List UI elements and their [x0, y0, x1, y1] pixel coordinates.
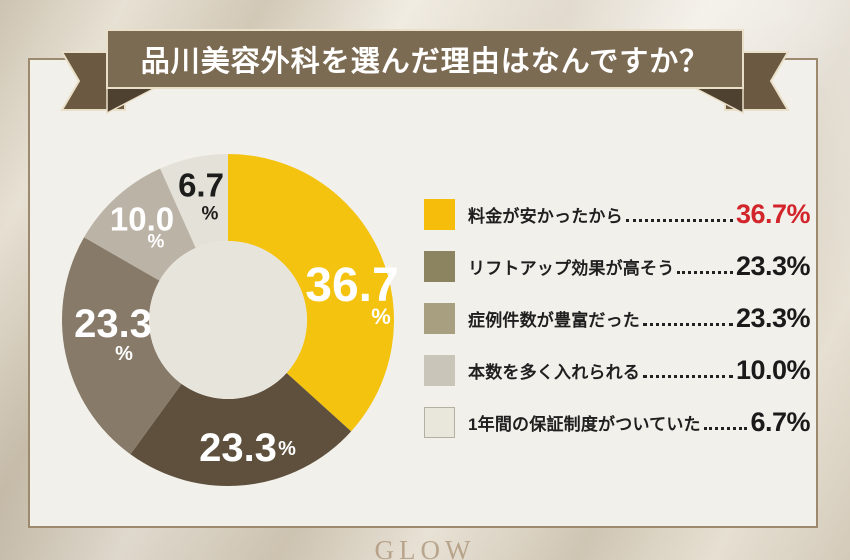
donut-segment-4: [160, 154, 228, 248]
legend-row-0: 料金が安かったから 36.7%: [424, 188, 811, 240]
legend-swatch-1: [424, 250, 455, 282]
legend-row-2: 症例件数が豊富だった 23.3%: [424, 292, 811, 344]
legend: 料金が安かったから 36.7% リフトアップ効果が高そう 23.3% 症例件数が豊富だっ…: [424, 188, 811, 448]
legend-swatch-3: [424, 354, 455, 386]
ribbon-banner: [106, 29, 744, 89]
legend-label-4: 1年間の保証制度がついていた: [468, 414, 701, 434]
legend-leader-dots-1: [677, 258, 733, 274]
legend-value-4: 6.7%: [750, 406, 810, 437]
donut-value-label-4: 6.7: [178, 166, 224, 204]
legend-value-3: 10.0%: [735, 354, 811, 385]
page-title: 品川美容外科を選んだ理由はなんですか？: [140, 46, 710, 78]
donut-unit-label-4: %: [201, 203, 219, 225]
title-ribbon: [60, 29, 790, 115]
donut-segment-1: [130, 372, 352, 486]
donut-segment-2: [62, 237, 182, 455]
donut-value-label-2: 23.3: [74, 302, 152, 346]
legend-leader-dots-0: [625, 206, 733, 222]
donut-unit-label-2: %: [115, 343, 133, 365]
donut-unit-label-1: %: [278, 438, 296, 460]
donut-unit-label-0: %: [371, 304, 391, 329]
legend-value-0: 36.7%: [735, 198, 811, 229]
legend-leader-dots-4: [703, 414, 748, 430]
legend-swatch-0: [424, 198, 455, 230]
donut-unit-label-3: %: [147, 231, 165, 253]
legend-value-2: 23.3%: [735, 302, 811, 333]
legend-leader-dots-2: [643, 310, 733, 326]
donut-svg: [62, 154, 394, 486]
donut-segment-3: [84, 168, 196, 281]
legend-label-0: 料金が安かったから: [468, 206, 623, 226]
legend-leader-dots-3: [643, 362, 733, 378]
legend-label-1: リフトアップ効果が高そう: [468, 258, 675, 278]
donut-chart: 36.7% 23.3% 23.3% 10.0% 6.7%: [53, 145, 403, 495]
donut-value-label-0: 36.7: [305, 259, 399, 312]
ribbon-fold-left: [106, 87, 156, 115]
donut-segment-0: [228, 154, 394, 432]
legend-row-4: 1年間の保証制度がついていた 6.7%: [424, 396, 810, 448]
legend-swatch-4: [424, 406, 455, 438]
legend-row-1: リフトアップ効果が高そう 23.3%: [424, 240, 811, 292]
legend-label-2: 症例件数が豊富だった: [468, 310, 640, 330]
legend-swatch-2: [424, 302, 455, 334]
brand-watermark: GLOW: [374, 535, 476, 560]
donut-value-label-1: 23.3: [199, 426, 277, 470]
donut-value-label-3: 10.0: [109, 200, 175, 238]
legend-row-3: 本数を多く入れられる 10.0%: [424, 344, 811, 396]
ribbon-fold-right: [694, 87, 744, 115]
donut-hole: [149, 241, 307, 399]
legend-label-3: 本数を多く入れられる: [468, 362, 640, 382]
legend-value-1: 23.3%: [735, 250, 811, 281]
